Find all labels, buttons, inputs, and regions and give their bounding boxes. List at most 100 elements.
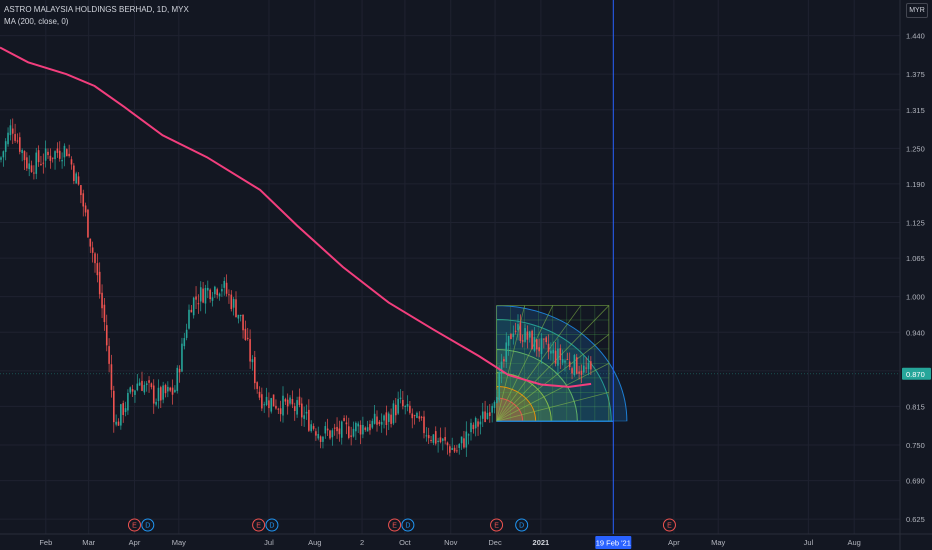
candle-body xyxy=(317,434,320,439)
candle xyxy=(543,338,545,349)
candle-body xyxy=(503,359,505,362)
candle xyxy=(547,334,550,360)
event-circle xyxy=(388,518,402,532)
candle xyxy=(84,202,87,217)
candle-body xyxy=(543,338,545,340)
candle xyxy=(122,400,124,423)
earnings-marker: E xyxy=(490,518,504,532)
candle-body xyxy=(105,325,108,346)
candle xyxy=(439,427,442,444)
candle xyxy=(460,436,463,450)
candle xyxy=(519,314,522,344)
candle xyxy=(56,142,59,158)
x-tick-label: 2021 xyxy=(533,538,550,547)
symbol-title[interactable]: ASTRO MALAYSIA HOLDINGS BERHAD, 1D, MYX xyxy=(4,5,189,14)
candle-body xyxy=(169,387,171,391)
candle-body xyxy=(331,430,334,438)
earnings-marker: E xyxy=(252,518,266,532)
gann-fan-drawing[interactable] xyxy=(496,305,628,422)
candle-body xyxy=(275,405,277,409)
candle xyxy=(331,428,334,446)
candle-body xyxy=(583,365,585,373)
candle xyxy=(449,444,451,457)
candle xyxy=(371,418,374,430)
candle-body xyxy=(174,389,176,393)
candle-body xyxy=(434,431,437,444)
candle-body xyxy=(566,359,569,361)
candle xyxy=(326,418,329,437)
candle xyxy=(432,434,435,446)
y-tick-label: 1.190 xyxy=(906,180,925,189)
candle xyxy=(66,148,68,157)
candle-body xyxy=(232,299,235,308)
candle-body xyxy=(397,398,399,414)
candle-body xyxy=(73,165,75,181)
candle xyxy=(51,157,54,163)
candle-body xyxy=(500,361,503,374)
candle-body xyxy=(49,155,52,161)
candle-body xyxy=(181,343,183,372)
candle xyxy=(94,252,96,273)
indicator-title[interactable]: MA (200, close, 0) xyxy=(4,17,69,26)
candle xyxy=(418,411,421,422)
candle xyxy=(491,403,493,423)
candle xyxy=(221,284,223,297)
candle xyxy=(73,163,75,185)
candle-body xyxy=(141,380,143,391)
event-circle xyxy=(127,518,141,532)
candle-body xyxy=(392,403,395,424)
y-tick-label: 0.940 xyxy=(906,328,925,337)
candle-body xyxy=(420,416,423,418)
candle xyxy=(237,314,240,324)
candle xyxy=(554,342,557,367)
candle-body xyxy=(14,134,16,141)
candle xyxy=(162,381,164,404)
candle-body xyxy=(402,399,404,407)
time-axis[interactable]: Feb Mar Apr May Jul Aug 2 Oct Nov Dec 2021 Apr May Ju… xyxy=(0,533,932,547)
x-tick-label: Mar xyxy=(82,538,95,547)
candle xyxy=(272,394,275,407)
y-tick-label: 1.315 xyxy=(906,106,925,115)
candle xyxy=(47,148,49,159)
candle xyxy=(373,404,376,425)
candle xyxy=(204,284,207,314)
candle xyxy=(26,152,28,171)
candle-body xyxy=(80,185,82,196)
moving-average-series[interactable] xyxy=(0,46,592,388)
candle-body xyxy=(136,383,139,391)
candle xyxy=(352,421,355,438)
candle-body xyxy=(557,348,559,366)
candle-body xyxy=(312,426,315,429)
candle xyxy=(138,378,141,386)
candle-body xyxy=(291,398,294,405)
price-axis[interactable]: 1.440 1.375 1.315 1.250 1.190 1.125 1.065 1.000… xyxy=(899,0,932,550)
axis-badges: 19 Feb '21 0.870 xyxy=(0,367,931,549)
candle-body xyxy=(249,339,251,362)
candle-body xyxy=(70,159,73,165)
candle-body xyxy=(352,428,355,437)
candle-body xyxy=(21,150,23,154)
candle xyxy=(202,282,204,304)
candle-body xyxy=(293,406,296,412)
gann-arc xyxy=(496,397,524,422)
candle xyxy=(89,238,92,253)
candle-body xyxy=(16,140,19,142)
candle xyxy=(333,423,336,436)
candle-body xyxy=(115,421,117,425)
candle-body xyxy=(218,293,221,297)
candle xyxy=(319,435,322,449)
candle-body xyxy=(148,380,150,383)
currency-badge[interactable]: MYR xyxy=(906,3,928,18)
event-label: D xyxy=(519,523,524,530)
candle xyxy=(164,383,167,398)
candle-body xyxy=(244,328,247,340)
candle xyxy=(239,314,242,322)
candle-body xyxy=(538,347,540,352)
candle-series[interactable] xyxy=(0,118,592,457)
candle xyxy=(446,441,449,455)
candle xyxy=(167,381,169,398)
candle-body xyxy=(439,437,442,443)
event-label: E xyxy=(392,523,397,530)
